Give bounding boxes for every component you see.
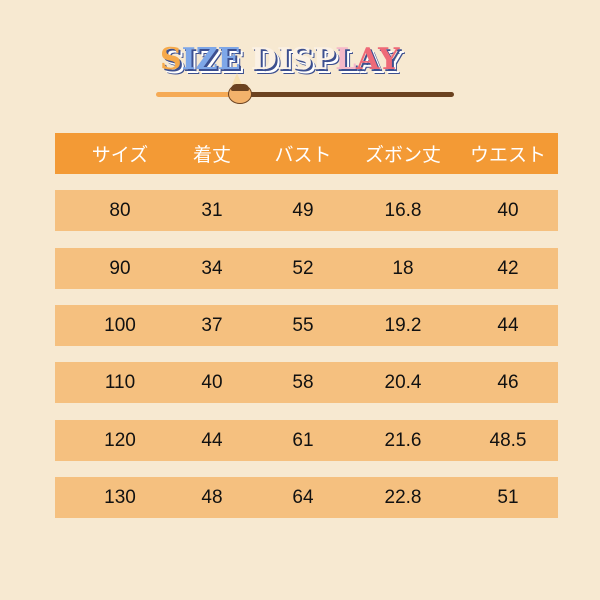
table-cell: 40 (497, 199, 519, 221)
title-letters: AY (356, 42, 400, 77)
column-header: 着丈 (192, 144, 232, 166)
table-cell: 44 (497, 314, 519, 336)
table-cell: 55 (292, 314, 314, 336)
table-row: 100 37 55 19.2 44 (55, 305, 558, 346)
table-cell: 20.4 (384, 371, 422, 393)
decorative-bar-left (156, 92, 236, 97)
table-cell: 42 (497, 257, 519, 279)
table-cell: 34 (201, 257, 223, 279)
table-cell: 120 (104, 429, 136, 451)
table-cell: 31 (201, 199, 223, 221)
column-header: バスト (274, 144, 332, 166)
table-cell: 46 (497, 371, 519, 393)
size-display-logo: SIZE DISPLAY (160, 42, 460, 82)
column-header: ズボン丈 (364, 144, 442, 166)
table-cell: 22.8 (384, 486, 422, 508)
table-row: 120 44 61 21.6 48.5 (55, 420, 558, 461)
table-cell: 44 (201, 429, 223, 451)
character-face-icon (228, 84, 252, 104)
column-header: ウエスト (469, 144, 547, 166)
table-cell: 37 (201, 314, 223, 336)
table-cell: 130 (104, 486, 136, 508)
party-hat-icon (232, 73, 242, 85)
table-cell: 18 (392, 257, 414, 279)
table-cell: 49 (292, 199, 314, 221)
title-letters: S (160, 42, 182, 77)
table-row: 90 34 52 18 42 (55, 248, 558, 289)
column-header: サイズ (91, 144, 149, 166)
table-cell: 19.2 (384, 314, 422, 336)
table-header-row: サイズ 着丈 バスト ズボン丈 ウエスト (55, 133, 558, 174)
decorative-bar-right (236, 92, 454, 97)
table-cell: 61 (292, 429, 314, 451)
title-letters: L (335, 42, 357, 77)
table-cell: 51 (497, 486, 519, 508)
title-letters: IZE (181, 42, 251, 77)
table-cell: 58 (292, 371, 314, 393)
table-cell: 110 (104, 371, 136, 393)
title-letters: DISP (250, 42, 336, 77)
table-cell: 80 (109, 199, 131, 221)
table-row: 130 48 64 22.8 51 (55, 477, 558, 518)
table-cell: 48.5 (489, 429, 527, 451)
table-cell: 16.8 (384, 199, 422, 221)
table-cell: 100 (104, 314, 136, 336)
table-cell: 64 (292, 486, 314, 508)
table-cell: 90 (109, 257, 131, 279)
table-cell: 48 (201, 486, 223, 508)
table-row: 80 31 49 16.8 40 (55, 190, 558, 231)
table-cell: 40 (201, 371, 223, 393)
table-cell: 21.6 (384, 429, 422, 451)
table-row: 110 40 58 20.4 46 (55, 362, 558, 403)
table-cell: 52 (292, 257, 314, 279)
